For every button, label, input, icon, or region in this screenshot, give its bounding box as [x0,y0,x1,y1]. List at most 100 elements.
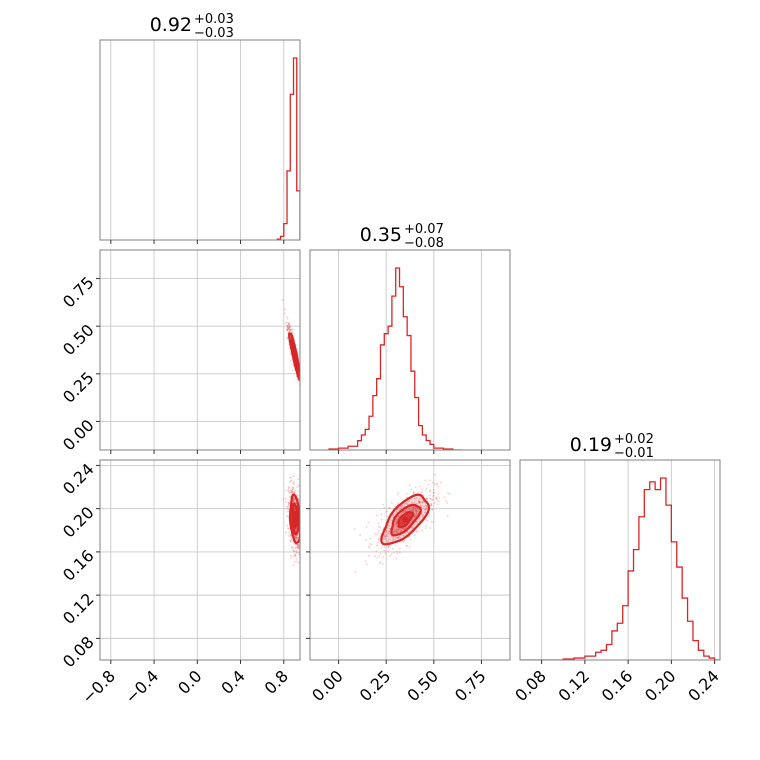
sample-point [291,546,294,549]
sample-point [395,511,398,514]
sample-point [446,502,449,505]
sample-point [384,549,387,552]
sample-point [435,496,438,499]
sample-point [301,372,303,374]
sample-point [375,514,378,517]
sample-point [422,494,425,496]
sample-point [411,518,413,521]
sample-point [286,507,289,510]
sample-point [414,509,417,512]
sample-point [294,501,297,504]
sample-point [428,497,431,500]
sample-point [303,394,305,396]
sample-point [435,496,438,499]
sample-point [370,544,373,546]
sample-point [377,525,380,528]
sample-point [414,514,417,517]
sample-point [295,549,298,552]
tick-label-y-2: 0.20 [59,503,98,542]
sample-point [437,500,440,503]
sample-point [289,326,291,329]
sample-point [302,384,304,386]
sample-point [292,549,295,552]
sample-point [402,534,405,537]
sample-point [430,521,433,524]
sample-point [295,557,298,560]
param-title-median-1: 0.35 [360,224,402,246]
sample-point [286,325,289,328]
sample-point [418,501,420,503]
sample-point [423,505,425,508]
sample-point [434,473,437,476]
sample-point [430,504,433,507]
sample-point [425,504,428,507]
sample-point [301,400,303,402]
sample-point [419,485,421,488]
sample-point [377,537,380,540]
sample-point [301,387,303,389]
sample-point [378,555,381,557]
sample-point [388,507,391,509]
sample-point [397,515,399,518]
tick-label-y-2: 0.12 [59,589,98,628]
sample-point [394,544,397,547]
sample-point [389,555,392,557]
sample-point [293,507,296,510]
sample-point [289,534,292,536]
sample-point [391,547,394,550]
sample-point [288,531,290,534]
sample-point [387,531,390,534]
sample-point [424,489,427,491]
sample-point [404,510,407,513]
sample-point [295,537,297,539]
sample-point [395,557,397,560]
sample-point [296,490,299,492]
sample-point [296,536,299,539]
sample-point [367,521,370,524]
sample-point [294,529,297,532]
sample-point [432,498,434,501]
sample-point [423,508,426,511]
sample-point [301,529,303,531]
sample-point [294,547,297,550]
tick-label-y-1: 0.00 [59,416,98,455]
sample-point [290,537,293,540]
sample-point [390,553,393,555]
sample-point [399,531,401,533]
sample-point [403,527,406,530]
sample-point [288,502,290,505]
sample-point [291,490,294,493]
sample-point [369,542,371,545]
sample-point [397,491,400,494]
sample-point [295,536,298,539]
sample-point [376,556,379,559]
panel-frame [99,459,301,661]
contour-line [380,493,431,546]
sample-point [425,504,427,507]
sample-point [292,547,295,550]
sample-point [411,508,414,511]
sample-point [297,544,300,547]
sample-point [431,508,434,511]
hist-step-1 [328,267,463,450]
sample-point [389,538,391,540]
sample-point [415,509,418,512]
sample-point [406,503,409,506]
sample-point [409,538,412,541]
sample-point [297,547,299,550]
sample-point [290,556,292,559]
sample-point [291,490,294,493]
sample-point [394,536,397,539]
tick-label-y-1: 0.50 [59,320,98,359]
sample-point [379,560,382,563]
sample-point [432,491,435,494]
sample-point [301,370,303,372]
tick-label-x-0: −0.4 [121,666,162,707]
sample-point [407,508,410,511]
sample-point [412,505,415,508]
tick-label-y-1: 0.25 [59,368,98,407]
sample-point [295,543,298,546]
sample-point [432,521,435,524]
sample-point [384,552,387,555]
sample-point [293,509,296,511]
